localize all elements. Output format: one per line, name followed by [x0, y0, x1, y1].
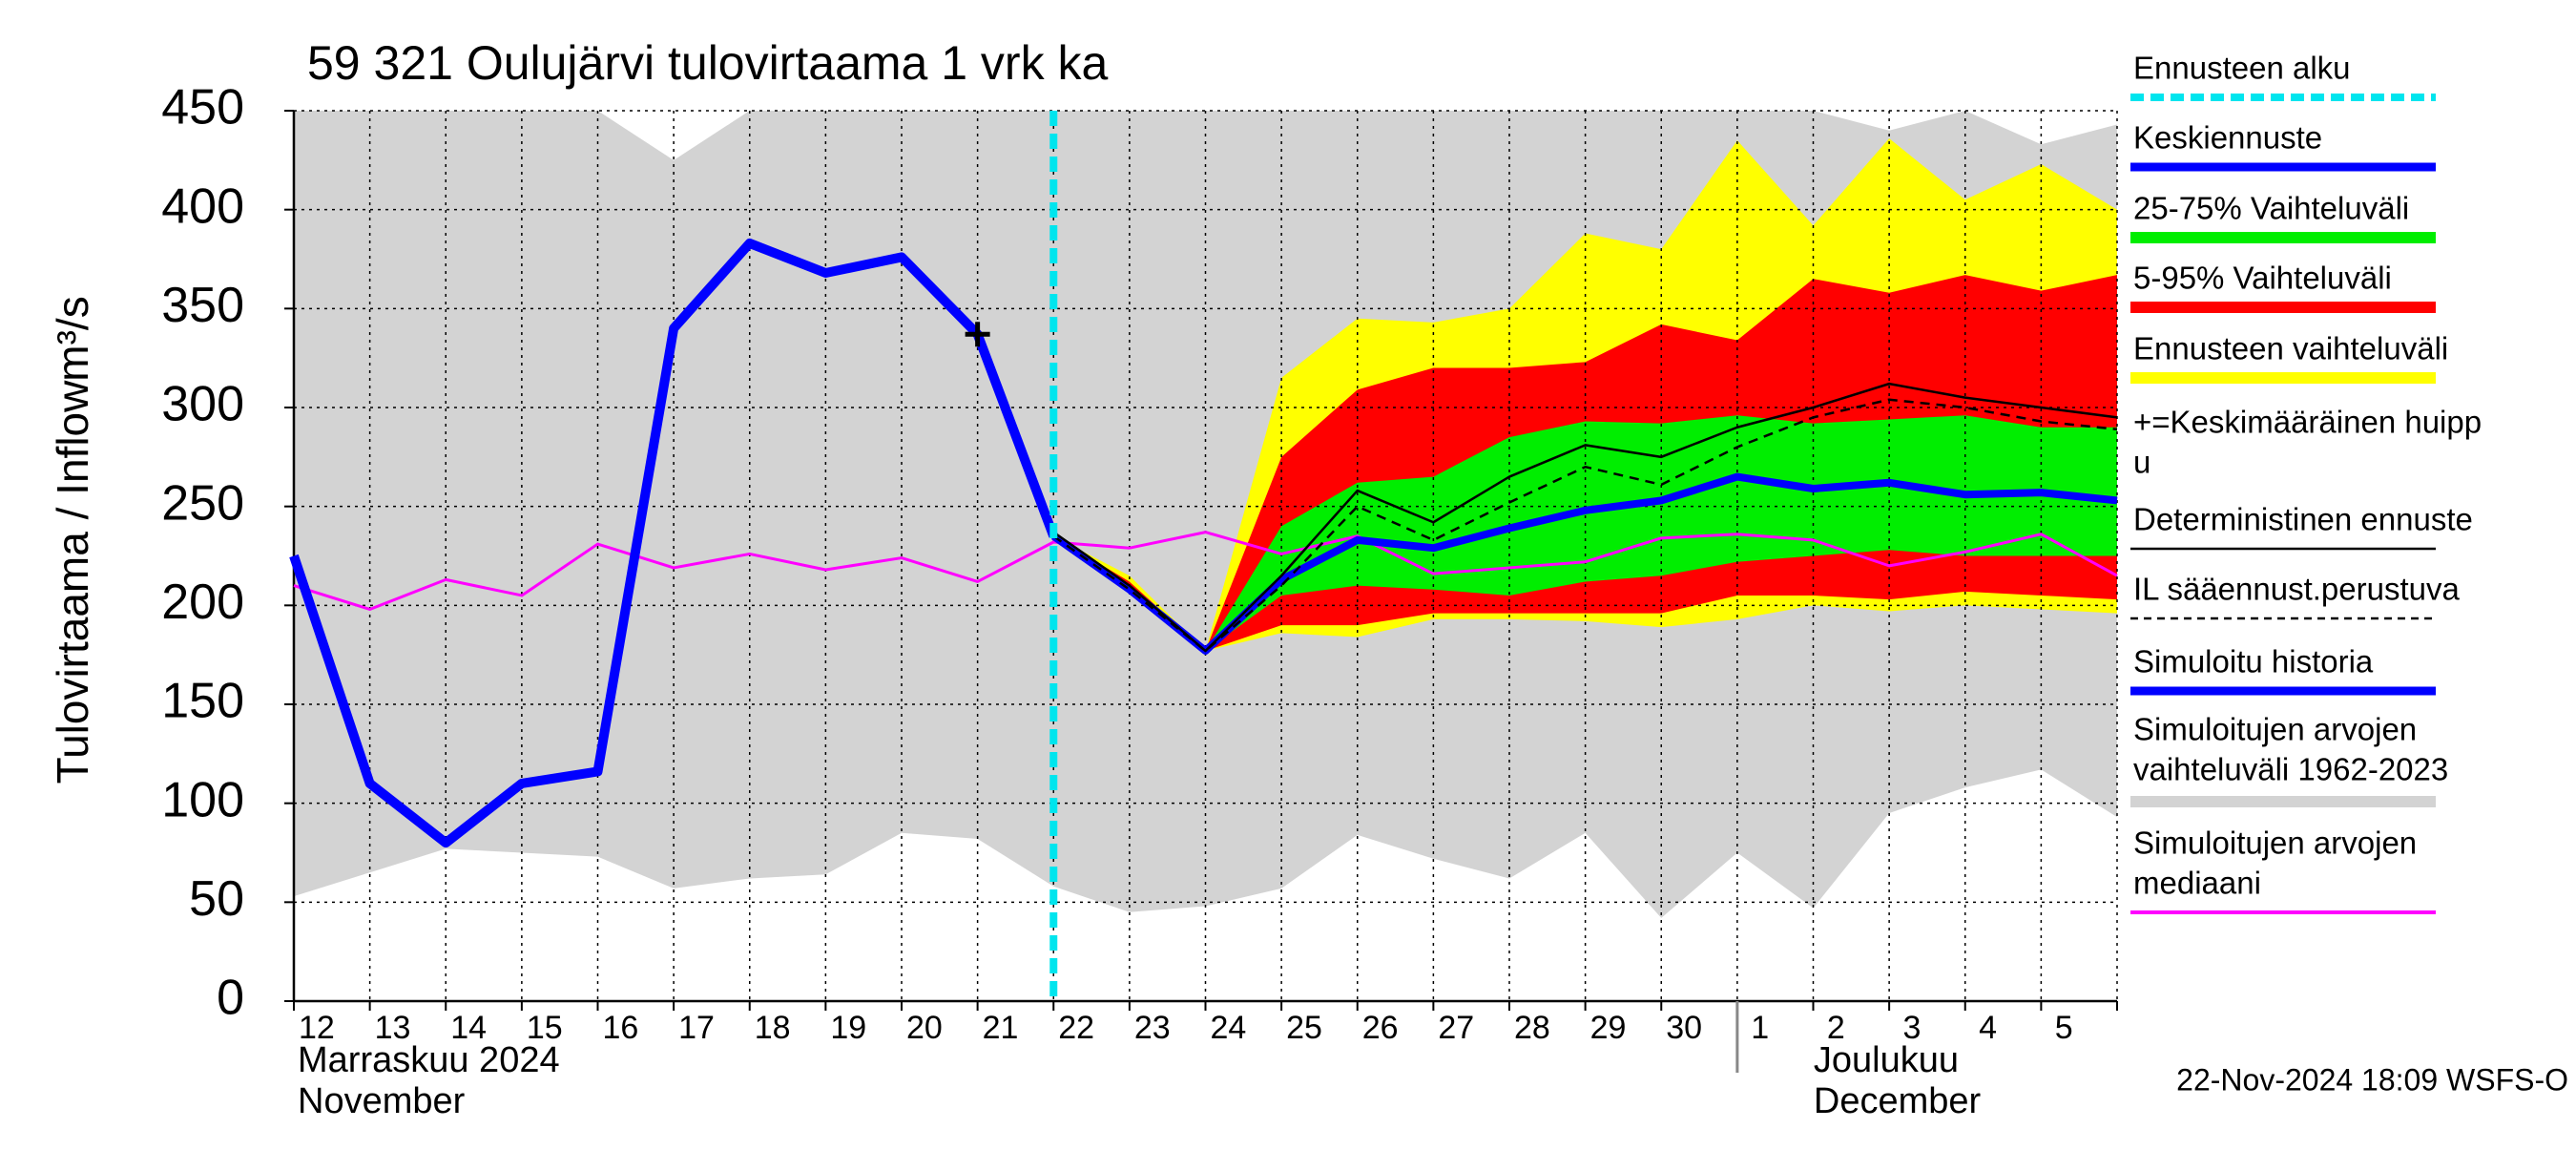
x-tick-label: 1	[1751, 1010, 1769, 1046]
x-tick-label: 21	[983, 1010, 1019, 1046]
x-tick-label: 14	[450, 1010, 487, 1046]
x-tick-label: 3	[1903, 1010, 1922, 1046]
x-tick-label: 24	[1210, 1010, 1246, 1046]
y-tick-label: 50	[189, 871, 244, 927]
x-tick-label: 19	[830, 1010, 866, 1046]
legend-label: Simuloitujen arvojen	[2133, 712, 2417, 747]
legend-label: Simuloitujen arvojen	[2133, 826, 2417, 861]
legend-label: mediaani	[2133, 866, 2261, 901]
x-tick-label: 13	[375, 1010, 411, 1046]
legend-label: Ennusteen vaihteluväli	[2133, 331, 2448, 366]
legend-label: u	[2133, 445, 2150, 480]
legend-label: 5-95% Vaihteluväli	[2133, 261, 2392, 296]
x-tick-label: 15	[527, 1010, 563, 1046]
y-tick-label: 0	[217, 971, 244, 1026]
x-tick-label: 2	[1827, 1010, 1845, 1046]
month-label: December	[1814, 1081, 1982, 1121]
y-tick-label: 100	[161, 772, 244, 827]
y-tick-label: 300	[161, 377, 244, 432]
series-line	[1052, 382, 2118, 653]
x-tick-label: 29	[1590, 1010, 1627, 1046]
y-tick-label: 350	[161, 278, 244, 333]
legend-label: Keskiennuste	[2133, 120, 2322, 156]
legend-label: vaihteluväli 1962-2023	[2133, 752, 2448, 787]
series-line	[1052, 398, 2118, 653]
x-tick-label: 27	[1438, 1010, 1474, 1046]
x-tick-label: 30	[1666, 1010, 1702, 1046]
x-tick-label: 16	[602, 1010, 638, 1046]
legend-label: Deterministinen ennuste	[2133, 502, 2473, 537]
y-tick-label: 150	[161, 674, 244, 729]
x-tick-label: 12	[299, 1010, 335, 1046]
y-tick-label: 200	[161, 575, 244, 630]
legend-label: Simuloitu historia	[2133, 644, 2374, 680]
month-label: November	[298, 1081, 466, 1121]
legend-label: Ennusteen alku	[2133, 51, 2351, 86]
x-tick-label: 5	[2055, 1010, 2073, 1046]
legend-label: IL sääennust.perustuva	[2133, 572, 2460, 607]
month-label: Joulukuu	[1814, 1040, 1959, 1080]
x-tick-label: 22	[1058, 1010, 1094, 1046]
x-tick-label: 26	[1362, 1010, 1399, 1046]
x-tick-label: 25	[1286, 1010, 1322, 1046]
x-tick-label: 28	[1514, 1010, 1550, 1046]
y-tick-label: 250	[161, 475, 244, 531]
y-axis-unit: m³/s	[48, 296, 97, 381]
y-tick-label: 400	[161, 178, 244, 234]
series-line	[289, 238, 1058, 848]
y-axis-label: Tulovirtaama / Inflow	[48, 380, 97, 784]
y-tick-label: 450	[161, 80, 244, 136]
legend-label: 25-75% Vaihteluväli	[2133, 191, 2409, 226]
x-tick-label: 20	[906, 1010, 943, 1046]
x-tick-label: 4	[1979, 1010, 1997, 1046]
chart-title: 59 321 Oulujärvi tulovirtaama 1 vrk ka	[307, 36, 1108, 90]
x-tick-label: 18	[755, 1010, 791, 1046]
footer: 22-Nov-2024 18:09 WSFS-O	[2176, 1062, 2568, 1097]
series-line	[293, 531, 2118, 611]
month-label: Marraskuu 2024	[298, 1040, 560, 1080]
x-tick-label: 23	[1134, 1010, 1171, 1046]
x-tick-label: 17	[678, 1010, 715, 1046]
legend-label: +=Keskimääräinen huipp	[2133, 405, 2482, 440]
